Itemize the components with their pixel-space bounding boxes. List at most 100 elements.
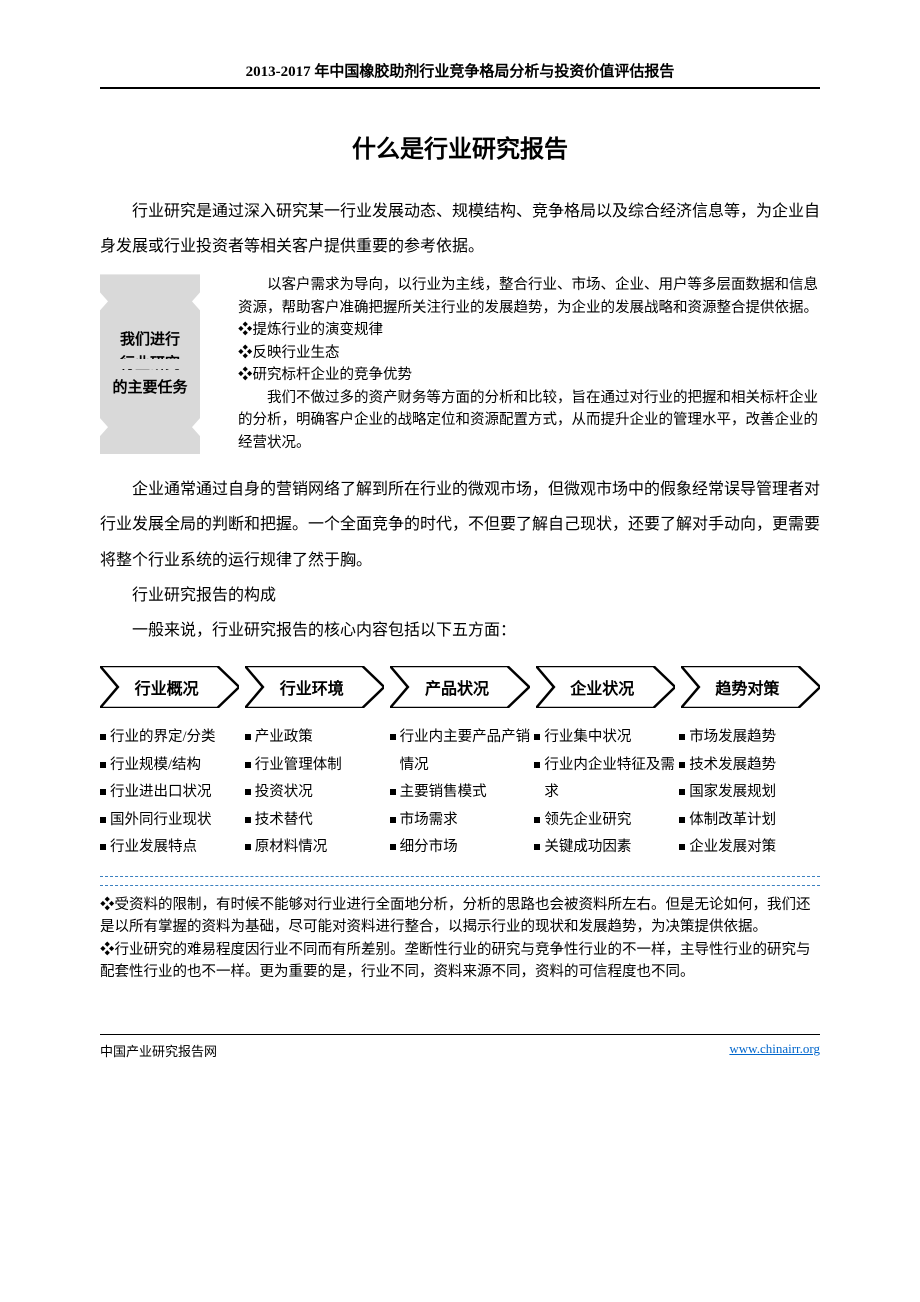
col-item-text: 行业内企业特征及需求	[544, 752, 675, 807]
square-bullet-icon	[534, 844, 540, 850]
square-bullet-icon	[245, 762, 251, 768]
task-bullet-2: ❖反映行业生态	[238, 342, 820, 364]
square-bullet-icon	[100, 762, 106, 768]
col-item-text: 行业规模/结构	[110, 752, 201, 780]
square-bullet-icon	[679, 762, 685, 768]
col-item: 体制改革计划	[679, 807, 820, 835]
intro-paragraph: 行业研究是通过深入研究某一行业发展动态、规模结构、竞争格局以及综合经济信息等，为…	[100, 194, 820, 264]
dashed-separator-1	[100, 876, 820, 877]
arrows-row: 行业概况 行业环境 产品状况 企业状况 趋势对策	[100, 666, 820, 708]
col-2: 产业政策行业管理体制投资状况技术替代原材料情况	[245, 724, 386, 862]
col-item: 技术发展趋势	[679, 752, 820, 780]
arrow-label-2: 行业环境	[245, 666, 384, 708]
col-item-text: 企业发展对策	[689, 834, 776, 862]
note-1: ❖受资料的限制，有时候不能够对行业进行全面地分析，分析的思路也会被资料所左右。但…	[100, 894, 820, 939]
col-3: 行业内主要产品产销情况主要销售模式市场需求细分市场	[390, 724, 531, 862]
arrow-label-5: 趋势对策	[681, 666, 820, 708]
col-item: 行业进出口状况	[100, 779, 241, 807]
col-item-text: 关键成功因素	[544, 834, 631, 862]
col-item-text: 市场发展趋势	[689, 724, 776, 752]
square-bullet-icon	[245, 844, 251, 850]
banner-line-2: 行业研究	[120, 352, 180, 376]
paragraph-3: 行业研究报告的构成	[100, 578, 820, 613]
square-bullet-icon	[245, 789, 251, 795]
col-item: 行业的界定/分类	[100, 724, 241, 752]
arrow-1: 行业概况	[100, 666, 239, 708]
col-item: 行业内主要产品产销情况	[390, 724, 531, 779]
square-bullet-icon	[390, 734, 396, 740]
paragraph-2: 企业通常通过自身的营销网络了解到所在行业的微观市场，但微观市场中的假象经常误导管…	[100, 472, 820, 578]
note-2: ❖行业研究的难易程度因行业不同而有所差别。垄断性行业的研究与竞争性行业的不一样，…	[100, 939, 820, 984]
col-item: 市场需求	[390, 807, 531, 835]
square-bullet-icon	[390, 817, 396, 823]
task-bullet-1: ❖提炼行业的演变规律	[238, 319, 820, 341]
col-item-text: 领先企业研究	[544, 807, 631, 835]
task-para-1: 以客户需求为导向，以行业为主线，整合行业、市场、企业、用户等多层面数据和信息资源…	[238, 274, 820, 319]
dashed-separator-2	[100, 885, 820, 886]
col-item-text: 细分市场	[400, 834, 458, 862]
task-banner: 我们进行 行业研究 的主要任务	[100, 274, 200, 454]
task-bullet-3: ❖研究标杆企业的竞争优势	[238, 364, 820, 386]
col-item: 市场发展趋势	[679, 724, 820, 752]
col-item-text: 产业政策	[255, 724, 313, 752]
col-item: 行业规模/结构	[100, 752, 241, 780]
notes: ❖受资料的限制，有时候不能够对行业进行全面地分析，分析的思路也会被资料所左右。但…	[100, 894, 820, 984]
col-item-text: 市场需求	[400, 807, 458, 835]
square-bullet-icon	[245, 817, 251, 823]
col-item: 主要销售模式	[390, 779, 531, 807]
page-title: 什么是行业研究报告	[100, 129, 820, 164]
task-text: 以客户需求为导向，以行业为主线，整合行业、市场、企业、用户等多层面数据和信息资源…	[220, 274, 820, 454]
arrow-3: 产品状况	[390, 666, 529, 708]
task-block: 我们进行 行业研究 的主要任务 以客户需求为导向，以行业为主线，整合行业、市场、…	[100, 274, 820, 454]
square-bullet-icon	[100, 817, 106, 823]
col-item: 关键成功因素	[534, 834, 675, 862]
square-bullet-icon	[100, 734, 106, 740]
col-item-text: 投资状况	[255, 779, 313, 807]
square-bullet-icon	[390, 789, 396, 795]
col-item-text: 国家发展规划	[689, 779, 776, 807]
document-page: 2013-2017 年中国橡胶助剂行业竞争格局分析与投资价值评估报告 什么是行业…	[0, 0, 920, 1100]
col-item-text: 行业内主要产品产销情况	[400, 724, 531, 779]
col-item: 细分市场	[390, 834, 531, 862]
square-bullet-icon	[534, 762, 540, 768]
banner-line-3: 的主要任务	[112, 376, 187, 400]
col-item: 原材料情况	[245, 834, 386, 862]
square-bullet-icon	[679, 844, 685, 850]
col-4: 行业集中状况行业内企业特征及需求领先企业研究关键成功因素	[534, 724, 675, 862]
col-item-text: 技术替代	[255, 807, 313, 835]
col-item-text: 国外同行业现状	[110, 807, 212, 835]
square-bullet-icon	[534, 817, 540, 823]
col-item: 行业发展特点	[100, 834, 241, 862]
footer-link[interactable]: www.chinairr.org	[729, 1041, 820, 1060]
columns: 行业的界定/分类行业规模/结构行业进出口状况国外同行业现状行业发展特点 产业政策…	[100, 724, 820, 862]
arrow-5: 趋势对策	[681, 666, 820, 708]
col-item: 产业政策	[245, 724, 386, 752]
col-item-text: 行业进出口状况	[110, 779, 212, 807]
square-bullet-icon	[100, 844, 106, 850]
col-item-text: 主要销售模式	[400, 779, 487, 807]
arrow-label-4: 企业状况	[536, 666, 675, 708]
col-item: 领先企业研究	[534, 807, 675, 835]
arrow-2: 行业环境	[245, 666, 384, 708]
col-1: 行业的界定/分类行业规模/结构行业进出口状况国外同行业现状行业发展特点	[100, 724, 241, 862]
col-item-text: 行业管理体制	[255, 752, 342, 780]
footer-left: 中国产业研究报告网	[100, 1041, 217, 1060]
col-item-text: 原材料情况	[255, 834, 328, 862]
page-footer: 中国产业研究报告网 www.chinairr.org	[100, 1034, 820, 1060]
arrow-label-3: 产品状况	[390, 666, 529, 708]
col-item: 国家发展规划	[679, 779, 820, 807]
paragraph-4: 一般来说，行业研究报告的核心内容包括以下五方面：	[100, 613, 820, 648]
col-item-text: 技术发展趋势	[689, 752, 776, 780]
arrow-label-1: 行业概况	[100, 666, 239, 708]
col-item: 企业发展对策	[679, 834, 820, 862]
col-item: 投资状况	[245, 779, 386, 807]
square-bullet-icon	[679, 734, 685, 740]
col-item: 行业管理体制	[245, 752, 386, 780]
square-bullet-icon	[534, 734, 540, 740]
square-bullet-icon	[100, 789, 106, 795]
col-item-text: 行业集中状况	[544, 724, 631, 752]
col-item: 行业集中状况	[534, 724, 675, 752]
arrow-4: 企业状况	[536, 666, 675, 708]
col-item: 技术替代	[245, 807, 386, 835]
col-item-text: 行业的界定/分类	[110, 724, 216, 752]
